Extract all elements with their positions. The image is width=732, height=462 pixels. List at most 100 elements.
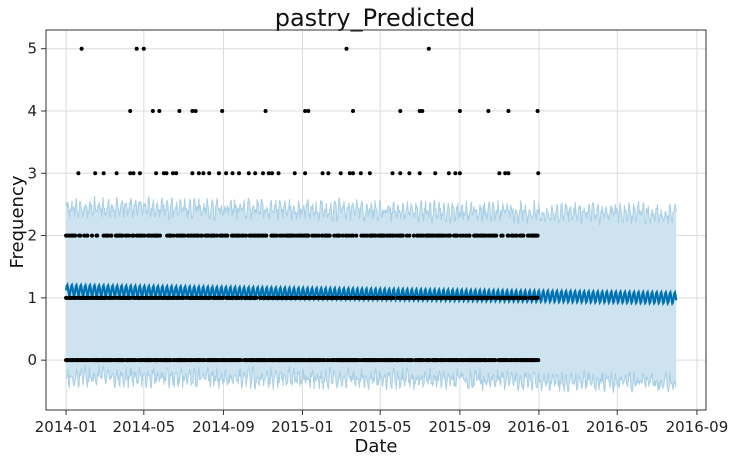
data-point — [276, 171, 281, 176]
data-point — [214, 233, 219, 238]
data-point — [201, 171, 206, 176]
data-point — [347, 171, 352, 176]
data-point — [494, 233, 499, 238]
data-point — [492, 295, 497, 300]
data-point — [327, 233, 332, 238]
data-point — [220, 295, 225, 300]
data-point — [448, 233, 453, 238]
data-point — [244, 233, 249, 238]
data-point — [351, 233, 356, 238]
data-point — [506, 108, 511, 113]
data-point — [157, 108, 162, 113]
data-point — [358, 171, 363, 176]
x-tick-label: 2014-01 — [35, 418, 98, 436]
data-point — [200, 233, 205, 238]
data-point — [220, 108, 225, 113]
yhat-line — [64, 281, 678, 307]
y-tick-label: 0 — [27, 351, 37, 369]
data-point — [89, 233, 94, 238]
data-point — [137, 171, 142, 176]
data-point — [486, 108, 491, 113]
x-tick-label: 2015-05 — [349, 418, 412, 436]
data-point — [264, 233, 269, 238]
data-point — [93, 171, 98, 176]
data-point — [196, 171, 201, 176]
data-point — [164, 171, 169, 176]
data-point — [78, 233, 83, 238]
data-point — [109, 233, 114, 238]
data-point — [506, 171, 511, 176]
data-point — [263, 108, 268, 113]
data-point — [120, 233, 125, 238]
data-point — [101, 171, 106, 176]
data-point — [150, 108, 155, 113]
x-tick-label: 2016-05 — [586, 418, 649, 436]
forecast-line — [64, 281, 678, 307]
y-tick-label: 2 — [27, 227, 37, 245]
data-point — [207, 171, 212, 176]
data-point — [316, 233, 321, 238]
data-point — [254, 295, 259, 300]
data-point — [320, 171, 325, 176]
plot-frame — [45, 29, 707, 411]
data-point — [306, 108, 311, 113]
data-point — [253, 171, 258, 176]
data-point — [506, 233, 511, 238]
data-point — [131, 233, 136, 238]
data-point — [326, 171, 331, 176]
data-point — [182, 233, 187, 238]
data-point — [398, 108, 403, 113]
data-point — [134, 46, 139, 51]
data-point — [260, 171, 265, 176]
data-point — [171, 233, 176, 238]
data-point — [523, 295, 528, 300]
data-point — [457, 108, 462, 113]
data-point — [131, 171, 136, 176]
data-point — [420, 108, 425, 113]
x-tick-label: 2014-09 — [192, 418, 255, 436]
data-point — [225, 233, 230, 238]
data-point — [85, 233, 90, 238]
data-point — [190, 171, 195, 176]
y-tick-label: 1 — [27, 289, 37, 307]
data-point — [455, 233, 460, 238]
data-point — [535, 295, 540, 300]
data-point — [521, 233, 526, 238]
data-point — [216, 171, 221, 176]
data-point — [453, 171, 458, 176]
data-point — [351, 108, 356, 113]
y-tick-label: 3 — [27, 164, 37, 182]
data-point — [367, 171, 372, 176]
data-point — [390, 171, 395, 176]
data-point — [238, 358, 243, 363]
data-point — [407, 171, 412, 176]
data-point — [536, 358, 541, 363]
data-point — [344, 46, 349, 51]
data-point — [76, 171, 81, 176]
data-point — [190, 108, 195, 113]
data-point — [142, 233, 147, 238]
data-point — [338, 171, 343, 176]
y-axis-ticks: 0 1 2 3 4 5 — [27, 40, 46, 369]
data-point — [246, 171, 251, 176]
data-point — [114, 171, 119, 176]
data-point — [270, 171, 275, 176]
data-point — [274, 233, 279, 238]
data-point — [237, 171, 242, 176]
data-point — [95, 233, 100, 238]
data-point — [292, 171, 297, 176]
data-point — [73, 233, 78, 238]
data-point — [128, 171, 133, 176]
x-axis-label: Date — [354, 436, 397, 457]
data-point — [224, 171, 229, 176]
x-tick-label: 2016-01 — [508, 418, 571, 436]
x-tick-label: 2014-05 — [112, 418, 175, 436]
data-point — [79, 46, 84, 51]
data-point — [407, 233, 412, 238]
data-point — [337, 233, 342, 238]
lower-bound-line — [65, 364, 677, 393]
data-point — [467, 233, 472, 238]
data-point — [154, 171, 159, 176]
y-axis-label: Frequency — [7, 175, 28, 268]
data-point — [417, 171, 422, 176]
